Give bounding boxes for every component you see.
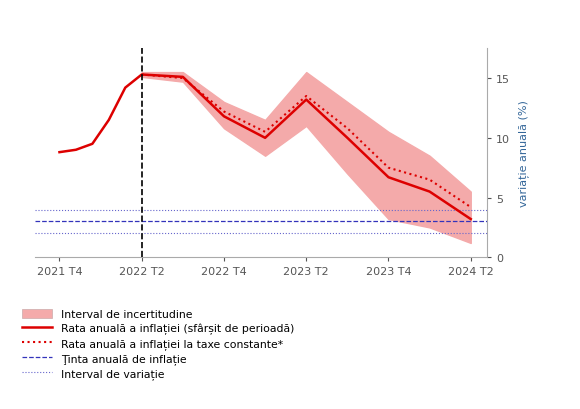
Legend: Interval de incertitudine, Rata anuală a inflației (sfârșit de perioadă), Rata a: Interval de incertitudine, Rata anuală a…: [22, 309, 295, 379]
Y-axis label: variație anuală (%): variație anuală (%): [519, 100, 530, 207]
